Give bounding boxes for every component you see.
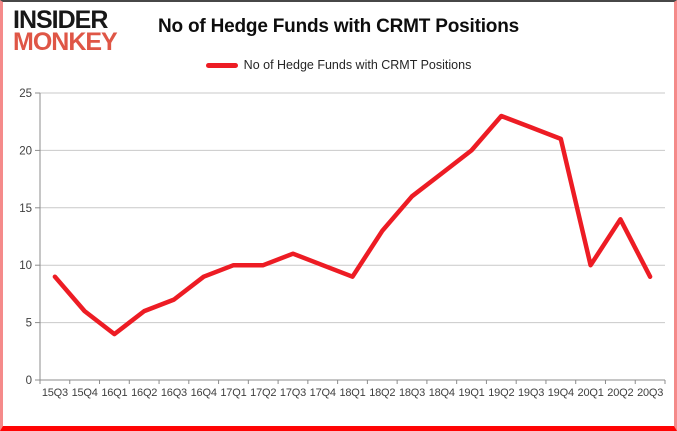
- y-tick-label: 0: [26, 375, 32, 387]
- x-tick-label: 19Q2: [488, 387, 514, 399]
- y-tick-label: 25: [19, 88, 32, 100]
- x-tick-label: 17Q2: [250, 387, 276, 399]
- x-tick-label: 18Q2: [369, 387, 395, 399]
- x-tick-label: 19Q3: [518, 387, 544, 399]
- x-tick-label: 17Q4: [310, 387, 336, 399]
- x-tick-label: 17Q1: [220, 387, 246, 399]
- x-tick-label: 18Q1: [339, 387, 365, 399]
- x-tick-label: 16Q4: [191, 387, 217, 399]
- x-tick-label: 18Q3: [399, 387, 425, 399]
- x-tick-label: 16Q2: [131, 387, 157, 399]
- y-tick-label: 15: [19, 203, 32, 215]
- x-tick-label: 15Q4: [72, 387, 98, 399]
- legend-line-swatch-icon: [205, 62, 238, 68]
- x-tick-label: 19Q1: [458, 387, 484, 399]
- x-tick-label: 20Q2: [607, 387, 633, 399]
- line-chart: 0 5 10 15 20 25 15Q3 15Q4 16Q1 16Q2 16Q3 16Q4 17Q1 17…: [19, 88, 666, 399]
- y-tick-label: 20: [19, 145, 32, 157]
- x-tick-label: 16Q1: [101, 387, 127, 399]
- x-tick-label: 18Q4: [429, 387, 455, 399]
- x-tick-label: 20Q3: [637, 387, 663, 399]
- y-tick-label: 10: [19, 260, 32, 272]
- legend-label: No of Hedge Funds with CRMT Positions: [243, 58, 472, 72]
- x-tick-label: 17Q3: [280, 387, 306, 399]
- x-tick-label: 16Q3: [161, 387, 187, 399]
- x-tick-label: 20Q1: [578, 387, 604, 399]
- chart-title: No of Hedge Funds with CRMT Positions: [158, 16, 519, 37]
- series-line: [52, 113, 653, 337]
- x-tick-label: 15Q3: [42, 387, 68, 399]
- legend: No of Hedge Funds with CRMT Positions: [3, 58, 674, 72]
- x-tick-label: 19Q4: [548, 387, 574, 399]
- insider-monkey-logo: INSIDER MONKEY: [13, 6, 118, 56]
- y-tick-label: 5: [26, 318, 32, 330]
- logo-line-insider: INSIDER: [13, 6, 108, 34]
- logo-line-monkey: MONKEY: [13, 28, 118, 56]
